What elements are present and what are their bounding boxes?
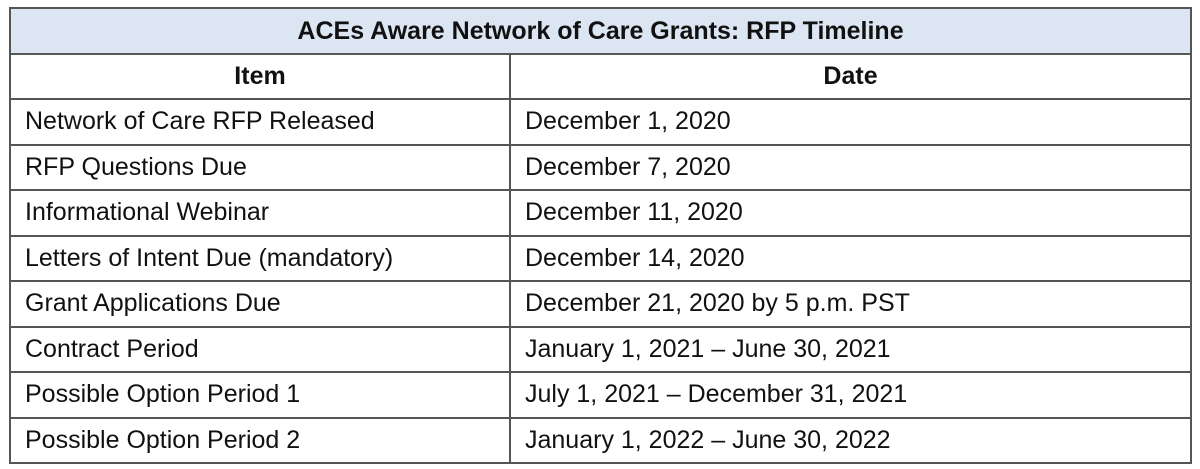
row-item-cell: Possible Option Period 2 [9,416,511,464]
table-header-row: Item Date [9,53,1193,100]
row-date-cell: July 1, 2021 – December 31, 2021 [508,371,1193,419]
table-row: Possible Option Period 2 January 1, 2022… [9,416,1193,464]
table-row: Contract Period January 1, 2021 – June 3… [9,325,1193,373]
column-header-item: Item [9,53,511,100]
table-row: Possible Option Period 1 July 1, 2021 – … [9,371,1193,419]
row-date-cell: December 1, 2020 [508,98,1193,146]
row-date-cell: January 1, 2022 – June 30, 2022 [508,416,1193,464]
row-item-cell: Grant Applications Due [9,280,511,328]
table-row: Letters of Intent Due (mandatory) Decemb… [9,234,1193,282]
row-date-cell: December 21, 2020 by 5 p.m. PST [508,280,1193,328]
table-row: Informational Webinar December 11, 2020 [9,189,1193,237]
row-item-cell: Informational Webinar [9,189,511,237]
table-row: Network of Care RFP Released December 1,… [9,98,1193,146]
row-date-cell: December 11, 2020 [508,189,1193,237]
row-date-cell: December 14, 2020 [508,234,1193,282]
table-title-row: ACEs Aware Network of Care Grants: RFP T… [8,7,1193,55]
row-item-cell: Network of Care RFP Released [9,98,511,146]
row-date-cell: December 7, 2020 [508,143,1193,191]
row-item-cell: Contract Period [9,325,511,373]
table-row: Grant Applications Due December 21, 2020… [9,280,1193,328]
table-row: RFP Questions Due December 7, 2020 [9,143,1193,191]
row-date-cell: January 1, 2021 – June 30, 2021 [508,325,1193,373]
rfp-timeline-table: ACEs Aware Network of Care Grants: RFP T… [8,7,1193,464]
row-item-cell: Possible Option Period 1 [9,371,511,419]
row-item-cell: RFP Questions Due [9,143,511,191]
row-item-cell: Letters of Intent Due (mandatory) [9,234,511,282]
column-header-date: Date [508,53,1193,100]
table-title: ACEs Aware Network of Care Grants: RFP T… [8,7,1193,55]
